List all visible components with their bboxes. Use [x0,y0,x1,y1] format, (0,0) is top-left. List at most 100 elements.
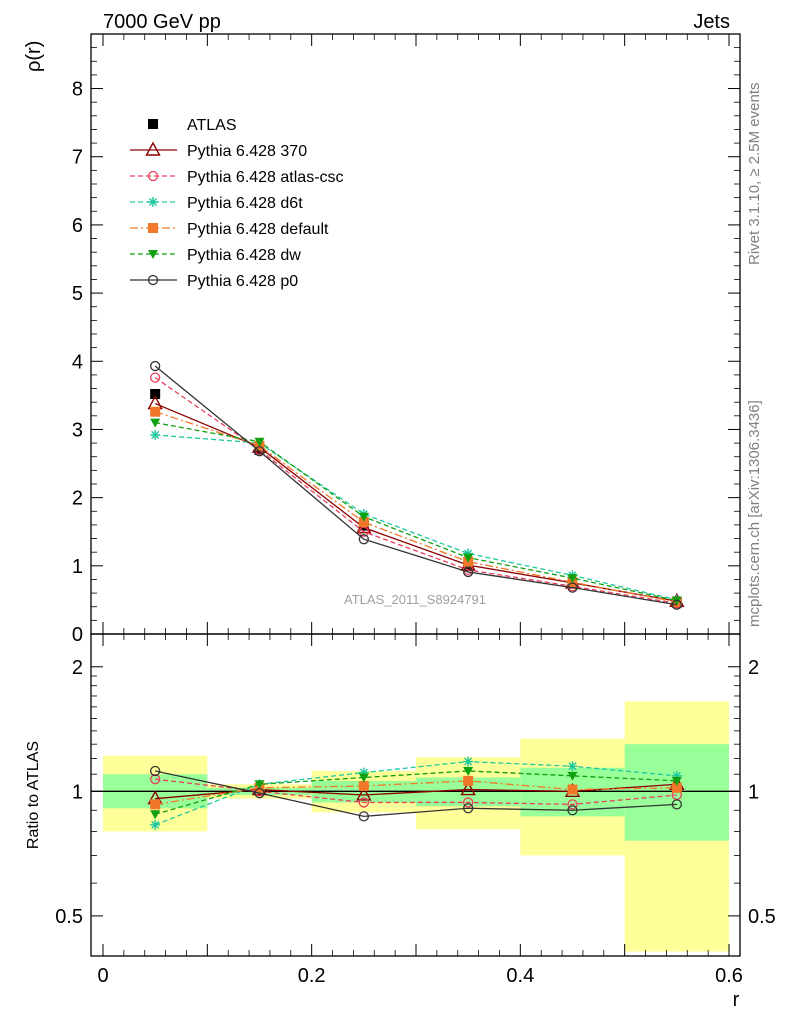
ratio-series-5 [150,765,682,822]
main-data-point [463,566,474,578]
main-data-point [254,437,265,447]
main-y-tick-label: 4 [72,351,83,373]
main-y-tick-label: 1 [72,556,83,578]
main-data-point [150,429,161,440]
legend-entry-0: ATLAS [148,117,237,134]
ratio-data-point [358,811,369,822]
main-series-line [154,365,677,606]
main-series-2 [150,372,682,609]
ratio-data-point [150,799,161,810]
ratio-data-point [358,767,369,778]
ratio-data-point [150,819,161,830]
main-data-point [358,526,369,537]
ratio-data-point [358,797,369,808]
legend-label: Pythia 6.428 default [187,221,329,238]
ratio-y-tick-label-right: 1 [748,781,759,803]
ratio-data-point [358,773,369,783]
main-series-6 [150,360,682,610]
main-data-point [567,574,578,584]
main-data-point [358,517,369,528]
mcplots-citation-label: mcplots.cern.ch [arXiv:1306.3436] [746,400,763,627]
legend-label: Pythia 6.428 370 [187,143,307,160]
main-data-point [150,406,161,417]
main-data-point [671,596,682,606]
ratio-y-tick-label-left: 2 [72,657,83,679]
ratio-data-point [463,756,474,767]
ratio-data-point [150,774,161,785]
main-y-tick-label: 2 [72,488,83,510]
header-right-label: Jets [693,11,730,33]
ratio-data-point [150,810,161,820]
main-y-tick-label: 8 [72,79,83,101]
main-data-point [358,512,369,522]
main-data-point [150,372,161,383]
ratio-series-line [154,760,677,826]
legend-entry-6: Pythia 6.428 p0 [130,273,298,290]
x-tick-label: 0.2 [298,965,326,987]
ratio-data-point [671,770,682,781]
ratio-uncertainty-bands [103,701,729,952]
main-series-5 [150,418,682,606]
legend-entry-5: Pythia 6.428 dw [130,247,301,264]
main-y-tick-label: 7 [72,147,83,169]
legend-entry-3: Pythia 6.428 d6t [130,195,303,212]
ratio-y-tick-label-left: 0.5 [55,906,83,928]
ratio-y-tick-label-right: 0.5 [748,906,776,928]
main-data-point [254,446,265,457]
main-data-point [671,599,682,610]
main-series-line [154,411,677,603]
main-series-0 [150,389,682,608]
legend-label: Pythia 6.428 d6t [187,195,303,212]
legend-entry-2: Pythia 6.428 atlas-csc [130,169,344,186]
main-data-point [150,389,161,399]
ratio-data-point [358,781,369,792]
ratio-data-point [463,803,474,814]
main-y-tick-label: 0 [72,624,83,646]
ratio-data-point [671,776,682,786]
ratio-series-line [155,780,677,806]
ratio-data-point [463,797,474,808]
main-data-point [463,553,474,563]
ratio-series-line [155,778,677,806]
ratio-data-point [460,781,476,796]
legend-label: ATLAS [187,117,237,134]
ratio-data-point [567,799,578,810]
main-y-tick-label: 3 [72,419,83,441]
ratio-data-point [671,782,682,793]
main-series-3 [150,429,682,605]
ratio-data-point [567,761,578,772]
main-data-point [463,548,474,559]
ratio-data-point [150,765,161,777]
legend-entry-1: Pythia 6.428 370 [130,141,307,160]
ratio-data-point [463,775,474,786]
legend-label: Pythia 6.428 p0 [187,273,298,290]
main-series-line [155,421,677,602]
analysis-watermark: ATLAS_2011_S8924791 [344,592,486,607]
legend-marker [148,250,158,259]
ratio-data-point [567,784,578,795]
ratio-y-axis-label: Ratio to ATLAS [25,741,42,849]
main-series-line [154,402,677,602]
main-data-point [567,582,578,593]
header-left-label: 7000 GeV pp [103,11,221,33]
legend-marker [148,197,158,207]
main-y-tick-label: 6 [72,215,83,237]
main-series-line [154,377,677,604]
ratio-data-point [463,766,474,776]
main-data-point [358,534,369,545]
rivet-version-label: Rivet 3.1.10, ≥ 2.5M events [746,83,763,266]
legend-entry-4: Pythia 6.428 default [130,221,329,238]
x-axis-label: r [733,989,740,1011]
ratio-y-tick-label-left: 1 [72,781,83,803]
ratio-series-line [155,770,677,818]
ratio-y-tick-label-right: 2 [748,657,759,679]
legend-marker [145,141,161,156]
x-tick-label: 0.4 [506,965,534,987]
ratio-data-point [671,799,682,810]
main-data-point [150,418,161,428]
ratio-data-point [567,805,578,816]
legend-marker [147,170,159,182]
main-y-axis-label: ρ(r) [23,41,45,72]
legend-marker [148,119,158,129]
